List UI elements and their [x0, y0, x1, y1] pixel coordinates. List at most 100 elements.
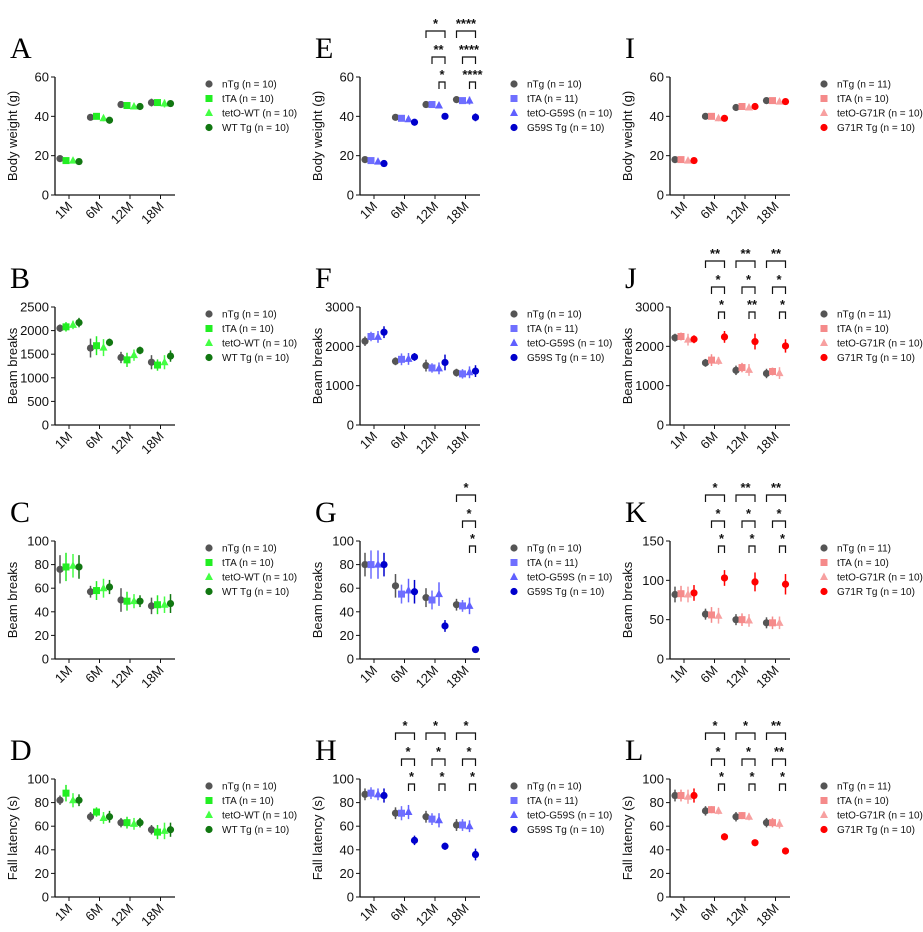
significance-label: ** — [433, 42, 444, 57]
data-point — [75, 563, 83, 571]
significance-label: **** — [462, 67, 483, 82]
legend-marker — [205, 108, 213, 116]
significance-bracket — [704, 260, 726, 268]
data-point — [671, 590, 679, 599]
legend-marker — [820, 797, 828, 804]
data-point — [471, 113, 480, 121]
data-point — [75, 157, 83, 166]
y-tick-label: 100 — [642, 573, 664, 588]
significance-label: * — [743, 718, 749, 733]
data-point — [160, 99, 169, 107]
legend-label: WT Tg (n = 10) — [222, 123, 289, 134]
y-tick-label: 100 — [332, 772, 354, 787]
panel-letter: J — [625, 262, 637, 295]
legend-label: nTg (n = 10) — [527, 782, 582, 793]
data-point — [93, 112, 100, 120]
significance-label: * — [749, 769, 755, 784]
significance-label: ** — [771, 480, 782, 495]
legend-marker — [820, 572, 828, 580]
legend-label: G59S Tg (n = 10) — [527, 123, 604, 134]
legend-marker — [205, 310, 213, 318]
data-point — [769, 619, 776, 627]
data-point — [677, 792, 685, 800]
legend-label: tTA (n = 10) — [837, 94, 889, 105]
data-point — [745, 365, 753, 373]
data-point — [136, 346, 144, 355]
legend-label: tetO-G59S (n = 10) — [527, 339, 612, 350]
legend-label: tetO-G71R (n = 10) — [837, 109, 923, 120]
data-point — [441, 842, 449, 850]
legend-marker — [820, 810, 828, 818]
data-point — [391, 582, 400, 590]
y-tick-label: 500 — [27, 394, 49, 409]
x-tick-label: 12M — [413, 429, 441, 457]
y-tick-label: 60 — [650, 70, 664, 85]
y-tick-label: 0 — [657, 652, 664, 667]
legend-marker — [510, 572, 518, 580]
data-point — [775, 618, 784, 626]
y-tick-label: 150 — [642, 534, 664, 549]
significance-label: ** — [771, 246, 782, 261]
legend-marker — [205, 810, 213, 818]
data-point — [738, 364, 746, 372]
legend-label: G71R Tg (n = 10) — [837, 825, 915, 836]
x-tick-label: 1M — [52, 429, 75, 452]
data-point — [781, 580, 790, 588]
legend-marker — [205, 544, 213, 552]
legend-marker — [205, 325, 213, 332]
panel-letter: F — [315, 262, 332, 295]
y-tick-label: 0 — [42, 418, 49, 433]
panel-H: H 0 20 40 60 80 100 Fall latency (s) 1M 6M 12M 18M n… — [310, 718, 612, 929]
legend-label: tTA (n = 10) — [837, 324, 889, 335]
x-tick-label: 1M — [667, 429, 690, 452]
data-point — [123, 356, 131, 364]
legend-label: tetO-G59S (n = 10) — [527, 811, 612, 822]
data-point — [117, 100, 125, 109]
significance-bracket — [735, 260, 756, 268]
significance-bracket — [717, 783, 726, 791]
significance-bracket — [765, 260, 787, 268]
legend-marker — [820, 95, 828, 102]
data-point — [130, 102, 138, 110]
y-tick-label: 60 — [35, 581, 49, 596]
legend-marker — [510, 353, 518, 362]
y-tick-label: 20 — [340, 866, 354, 881]
data-point — [471, 645, 480, 654]
y-axis-label: Fall latency (s) — [5, 796, 20, 881]
x-tick-label: 1M — [357, 901, 380, 924]
y-tick-label: 40 — [35, 109, 49, 124]
data-point — [130, 819, 138, 827]
significance-label: * — [433, 16, 439, 31]
x-tick-label: 6M — [82, 663, 105, 686]
legend-label: tTA (n = 11) — [527, 94, 578, 105]
x-tick-label: 12M — [723, 901, 751, 929]
panel-D: D 0 20 40 60 80 100 Fall latency (s) 1M 6M 12M 18M n… — [5, 734, 297, 929]
significance-bracket — [771, 286, 787, 294]
significance-label: * — [409, 769, 415, 784]
y-tick-label: 40 — [35, 604, 49, 619]
data-point — [701, 359, 710, 367]
data-point — [708, 806, 715, 814]
significance-bracket — [765, 494, 787, 502]
panel-C: C 0 20 40 60 80 100 Beam breaks 1M 6M 12M 18M nTg (n… — [5, 496, 297, 691]
significance-bracket — [455, 494, 477, 502]
data-point — [690, 335, 698, 343]
panel-letter: E — [315, 32, 333, 65]
data-point — [459, 602, 466, 610]
legend-label: nTg (n = 11) — [837, 544, 891, 555]
data-point — [422, 100, 430, 109]
y-tick-label: 0 — [42, 188, 49, 203]
data-point — [160, 600, 169, 608]
legend-marker — [510, 782, 518, 790]
y-tick-label: 0 — [42, 890, 49, 905]
x-tick-label: 1M — [52, 901, 75, 924]
data-point — [154, 99, 161, 107]
y-axis-label: Body weight (g) — [620, 91, 635, 181]
y-tick-label: 20 — [340, 628, 354, 643]
data-point — [745, 812, 753, 820]
x-tick-label: 12M — [723, 429, 751, 457]
y-tick-label: 0 — [347, 418, 354, 433]
data-point — [732, 103, 740, 112]
y-tick-label: 3000 — [635, 300, 664, 315]
legend-label: nTg (n = 10) — [222, 782, 277, 793]
